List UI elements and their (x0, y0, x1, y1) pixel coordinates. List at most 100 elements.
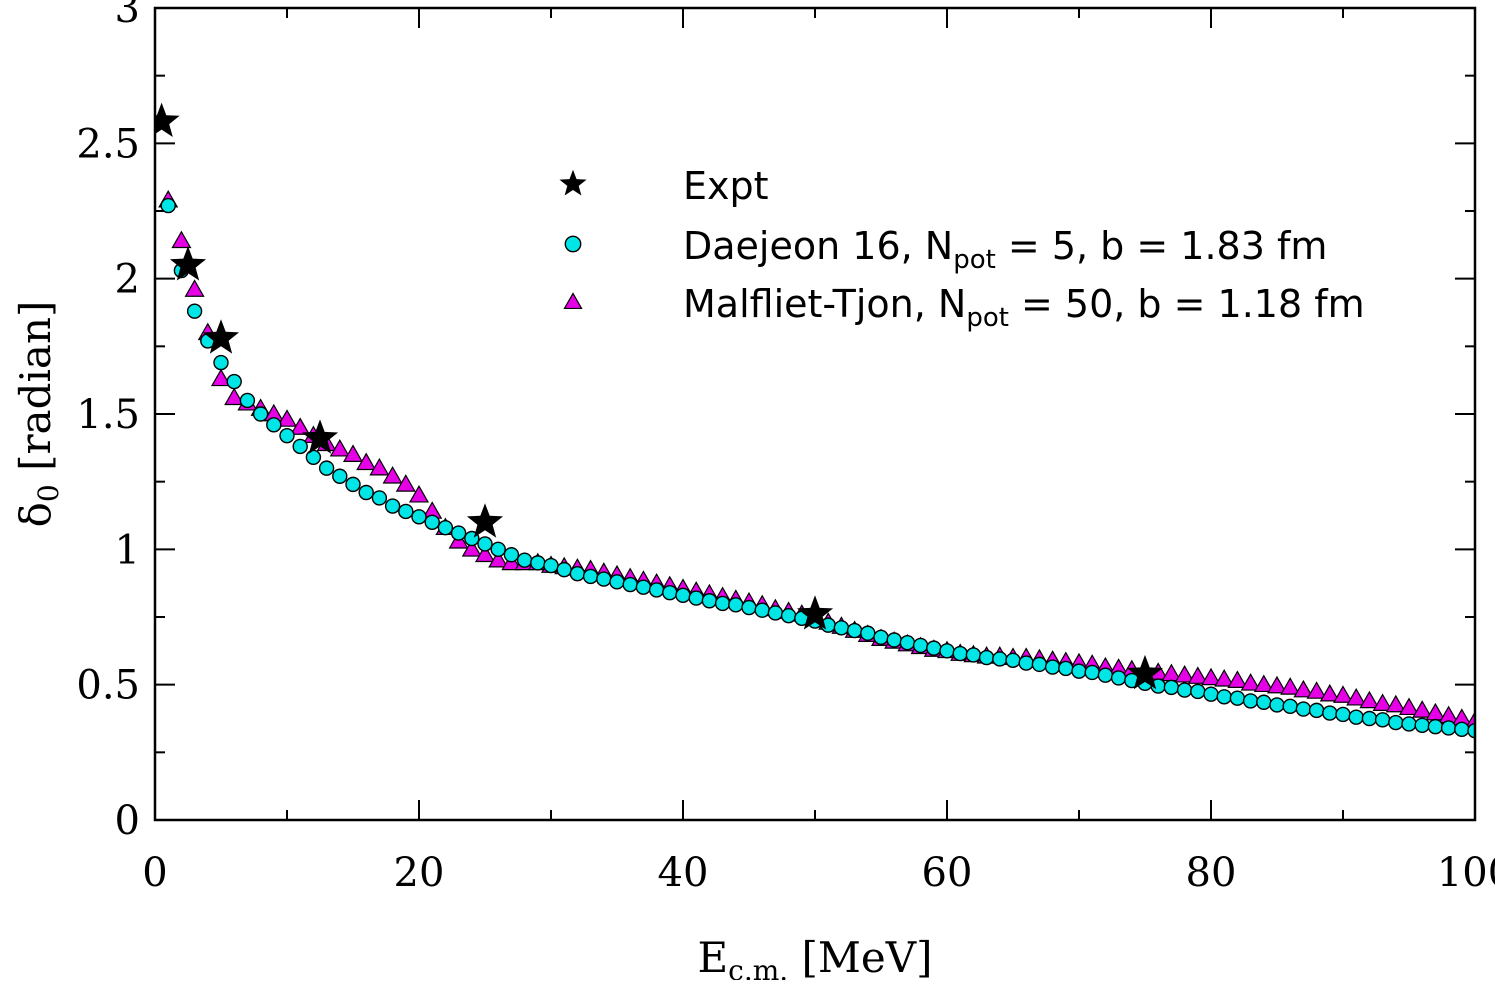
daejeon-point (1388, 714, 1404, 731)
malfliet-tjon-point (1412, 700, 1433, 718)
daejeon-point (424, 514, 440, 530)
daejeon-point (411, 509, 427, 525)
daejeon-point (1322, 705, 1338, 721)
legend-label: Expt (683, 164, 769, 208)
daejeon-point (305, 449, 322, 466)
daejeon-point (1058, 660, 1074, 677)
expt-point (796, 595, 834, 630)
y-tick-label: 2.5 (76, 121, 140, 167)
daejeon-point (477, 536, 493, 552)
daejeon-point (1005, 652, 1021, 669)
daejeon-point (1440, 720, 1457, 736)
malfliet-tjon-point (1438, 705, 1459, 724)
x-axis-title-subscript: c.m. (728, 954, 788, 980)
daejeon-point (1348, 709, 1364, 725)
malfliet-tjon-point (1227, 670, 1248, 688)
daejeon-point (596, 571, 612, 587)
daejeon-point (1414, 717, 1430, 733)
malfliet-tjon-point (1293, 679, 1314, 698)
daejeon-point (1454, 721, 1470, 738)
expt-point (466, 503, 504, 538)
daejeon-point (1031, 656, 1048, 673)
daejeon-point (648, 582, 665, 598)
daejeon-point (490, 541, 506, 558)
malfliet-tjon-point (1266, 675, 1288, 694)
daejeon-point (952, 645, 968, 662)
daejeon-point (1335, 706, 1351, 723)
y-tick-label: 0.5 (76, 663, 140, 709)
expt-point (1126, 654, 1164, 690)
legend-label: Daejeon 16, Npot = 5, b = 1.83 fm (683, 224, 1327, 275)
malfliet-tjon-point (369, 457, 390, 476)
malfliet-tjon-point (1187, 666, 1208, 684)
malfliet-tjon-point (276, 409, 298, 427)
daejeon-point (1216, 689, 1232, 705)
daejeon-point (358, 484, 374, 501)
y-tick-label: 1 (115, 527, 140, 573)
data-series (155, 102, 1475, 739)
daejeon-point (714, 595, 731, 612)
daejeon-point (1071, 663, 1087, 679)
x-tick-label: 40 (658, 850, 709, 896)
daejeon-point (741, 599, 757, 616)
daejeon-point (965, 647, 982, 663)
daejeon-point (767, 605, 784, 621)
daejeon-point (1427, 718, 1444, 735)
malfliet-tjon-point (1214, 669, 1235, 687)
daejeon-point (530, 555, 546, 571)
daejeon-point (1176, 682, 1193, 698)
daejeon-point (1229, 690, 1246, 706)
legend-marker-circle (564, 235, 582, 253)
daejeon-point (1467, 722, 1475, 739)
daejeon-point (978, 649, 995, 666)
malfliet-tjon-point (1306, 681, 1327, 699)
daejeon-point (556, 561, 572, 578)
x-tick-label: 60 (922, 850, 973, 896)
daejeon-point (503, 547, 520, 563)
daejeon-point (543, 557, 559, 574)
daejeon-point (516, 552, 533, 568)
y-tick-label: 1.5 (76, 392, 140, 438)
legend-marker-triangle (563, 292, 583, 310)
daejeon-point (1401, 716, 1417, 732)
malfliet-tjon-point (224, 387, 245, 406)
malfliet-tjon-point (329, 438, 350, 457)
daejeon-point (860, 625, 876, 641)
series-triangle (158, 189, 1475, 729)
expt-point (155, 102, 180, 138)
daejeon-point (266, 417, 282, 433)
daejeon-point (1163, 679, 1180, 696)
daejeon-point (912, 637, 929, 654)
y-axis-title-subscript: 0 (32, 484, 65, 502)
daejeon-point (899, 635, 916, 651)
malfliet-tjon-point (395, 474, 416, 492)
malfliet-tjon-point (1359, 690, 1380, 709)
y-tick-label: 3 (115, 0, 140, 32)
daejeon-point (1097, 667, 1114, 683)
malfliet-tjon-point (474, 544, 496, 563)
daejeon-point (450, 525, 467, 541)
expt-point (169, 246, 207, 281)
daejeon-point (332, 468, 348, 484)
daejeon-point (186, 303, 203, 319)
malfliet-tjon-point (1425, 702, 1446, 721)
malfliet-tjon-point (1280, 677, 1301, 695)
expt-point (202, 319, 240, 354)
daejeon-point (1190, 683, 1206, 700)
daejeon-point (398, 503, 414, 520)
daejeon-point (384, 498, 401, 514)
malfliet-tjon-point (210, 368, 232, 387)
malfliet-tjon-point (488, 549, 509, 568)
daejeon-point (239, 392, 256, 409)
y-tick-label: 0 (115, 798, 140, 844)
malfliet-tjon-point (1398, 697, 1420, 716)
y-tick-label: 2 (115, 257, 140, 303)
daejeon-point (873, 629, 889, 645)
daejeon-point (1203, 686, 1219, 702)
axis-tick-labels: 0 20 40 60 80 100 0 0.5 1 1.5 2 2.5 3 (76, 0, 1495, 896)
malfliet-tjon-point (1385, 694, 1406, 713)
daejeon-point (609, 574, 625, 590)
daejeon-point (279, 427, 295, 444)
daejeon-point (437, 519, 454, 536)
plot-frame (153, 6, 1477, 822)
